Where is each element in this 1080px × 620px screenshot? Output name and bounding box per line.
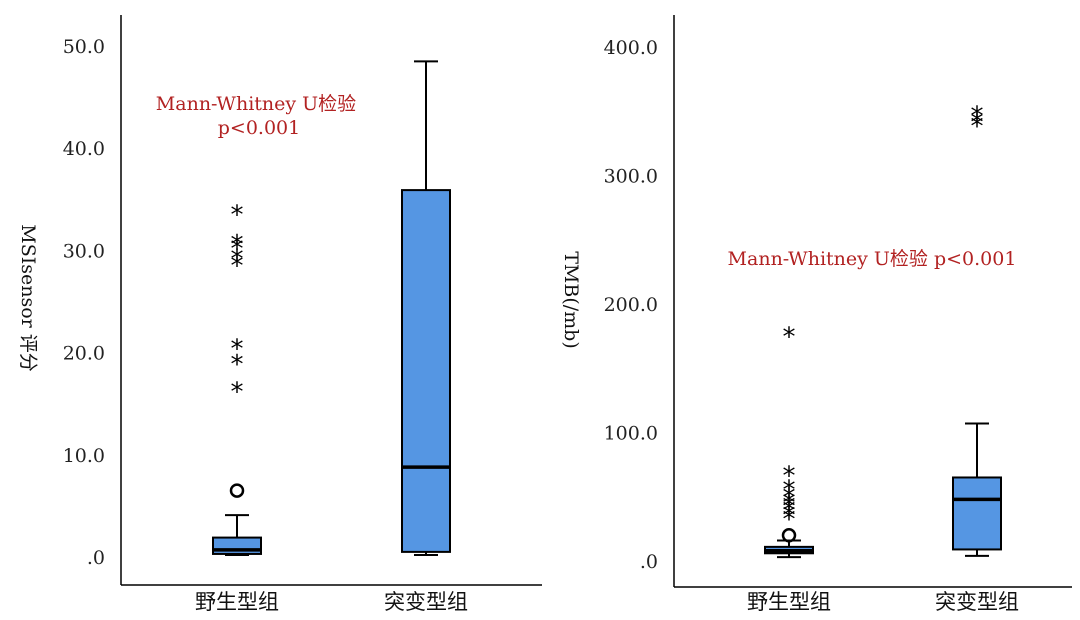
outlier-star: * bbox=[231, 245, 244, 275]
y-tick-label: 100.0 bbox=[604, 423, 658, 445]
outlier-star: * bbox=[231, 234, 244, 264]
outlier-star: * bbox=[971, 108, 984, 138]
outlier-star: * bbox=[783, 496, 796, 526]
outlier-star: * bbox=[783, 501, 796, 531]
outlier-star: * bbox=[231, 252, 244, 282]
y-tick-label: 30.0 bbox=[63, 240, 105, 262]
outlier-star: * bbox=[231, 377, 244, 407]
iqr-box bbox=[401, 189, 451, 553]
outlier-star: * bbox=[231, 334, 244, 364]
y-tick-label: 40.0 bbox=[63, 138, 105, 160]
outlier-star: * bbox=[971, 112, 984, 142]
outlier-circle bbox=[229, 483, 245, 498]
y-tick-label: 200.0 bbox=[604, 294, 658, 316]
y-tick-label: .0 bbox=[87, 547, 105, 569]
iqr-box bbox=[952, 476, 1002, 551]
outlier-star: * bbox=[231, 201, 244, 231]
y-axis-label: TMB(/mb) bbox=[560, 251, 582, 349]
outlier-star: * bbox=[783, 488, 796, 518]
outlier-star: * bbox=[231, 230, 244, 260]
outlier-star: * bbox=[971, 102, 984, 132]
box-mutant: *** bbox=[952, 102, 1002, 557]
outlier-star: * bbox=[783, 492, 796, 522]
y-tick-label: 50.0 bbox=[63, 36, 105, 58]
y-tick-label: 400.0 bbox=[604, 37, 658, 59]
y-tick-label: .0 bbox=[640, 551, 658, 573]
x-category-label: 突变型组 bbox=[935, 590, 1019, 614]
significance-annotation: p<0.001 bbox=[218, 117, 300, 139]
y-axis-label: MSIsensor 评分 bbox=[17, 224, 39, 372]
outlier-star: * bbox=[783, 505, 796, 535]
outlier-star: * bbox=[783, 475, 796, 505]
y-tick-label: 20.0 bbox=[63, 343, 105, 365]
outlier-circle bbox=[781, 528, 797, 543]
x-category-label: 野生型组 bbox=[195, 590, 279, 614]
outlier-star: * bbox=[783, 461, 796, 491]
y-tick-label: 10.0 bbox=[63, 445, 105, 467]
outlier-star: * bbox=[783, 323, 796, 353]
outlier-star: * bbox=[783, 483, 796, 513]
y-tick-label: 300.0 bbox=[604, 166, 658, 188]
box-mutant bbox=[401, 60, 451, 556]
significance-annotation: Mann-Whitney U检验 bbox=[156, 93, 356, 115]
outlier-star: * bbox=[231, 350, 244, 380]
x-category-label: 突变型组 bbox=[384, 590, 468, 614]
significance-annotation: Mann-Whitney U检验 p<0.001 bbox=[728, 248, 1017, 270]
x-category-label: 野生型组 bbox=[747, 590, 831, 614]
box-wildtype: ********* bbox=[764, 323, 814, 559]
box-wildtype: ******** bbox=[212, 201, 262, 556]
